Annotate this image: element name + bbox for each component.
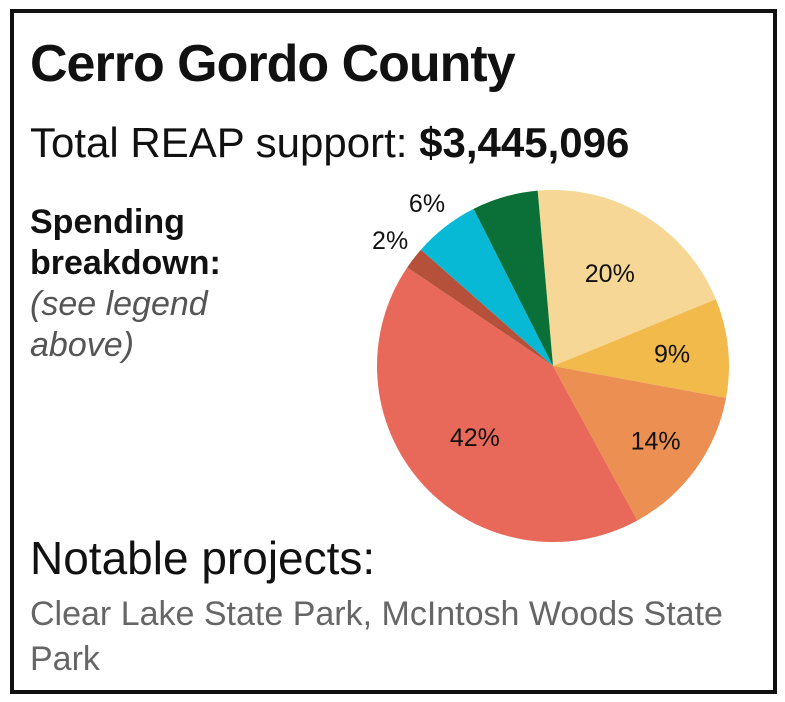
breakdown-note: (see legend above) bbox=[30, 285, 208, 364]
pie-slice bbox=[377, 267, 638, 543]
county-title: Cerro Gordo County bbox=[30, 35, 516, 93]
pie-slice-label: 9% bbox=[654, 341, 690, 369]
support-label: Total REAP support: bbox=[30, 119, 420, 166]
pie-slice-label: 14% bbox=[631, 427, 681, 455]
pie-slice-label: 20% bbox=[585, 260, 635, 288]
pie-slice bbox=[553, 299, 729, 398]
pie-slice-label: 42% bbox=[450, 424, 500, 452]
pie-slice bbox=[473, 190, 553, 366]
pie-slice bbox=[553, 366, 727, 521]
pie-slice bbox=[407, 249, 553, 366]
pie-slice-label: 6% bbox=[409, 190, 445, 218]
projects-heading: Notable projects: bbox=[30, 532, 376, 584]
projects-list: Clear Lake State Park, McIntosh Woods St… bbox=[30, 595, 723, 678]
total-support: Total REAP support: $3,445,096 bbox=[30, 122, 629, 164]
pie-slice bbox=[537, 190, 716, 366]
pie-slice-label: 6% bbox=[478, 178, 514, 181]
spending-breakdown: Spending breakdown: (see legend above) bbox=[30, 202, 270, 366]
pie-slice bbox=[420, 208, 553, 366]
pie-slice-label: 2% bbox=[372, 227, 408, 255]
support-amount: $3,445,096 bbox=[419, 119, 630, 166]
breakdown-heading: Spending breakdown: bbox=[30, 203, 221, 282]
spending-pie-chart: 20%9%14%42%2%6%6% bbox=[372, 178, 729, 543]
